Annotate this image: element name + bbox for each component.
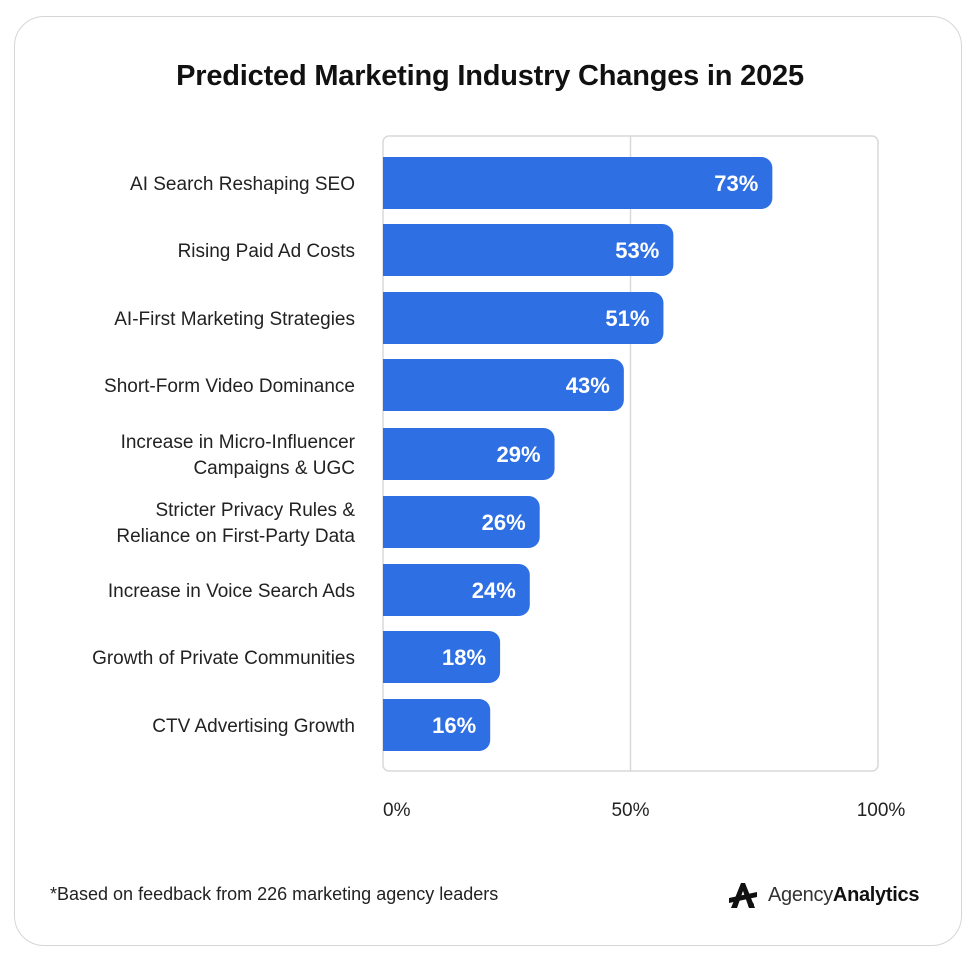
bar-value-label-6: 24% [472, 578, 516, 603]
brand: AgencyAnalytics [726, 878, 919, 912]
category-label-1: Rising Paid Ad Costs [178, 241, 355, 262]
bar-value-label-4: 29% [497, 442, 541, 467]
bar-4 [383, 428, 555, 480]
category-label-5: Stricter Privacy Rules & Reliance on Firs… [116, 500, 355, 547]
brand-name: AgencyAnalytics [768, 884, 919, 907]
bar-0 [383, 157, 773, 209]
category-label-7: Growth of Private Communities [92, 648, 355, 669]
bar-value-label-2: 51% [605, 306, 649, 331]
bar-7 [383, 631, 501, 683]
bar-8 [383, 699, 491, 751]
bar-value-label-3: 43% [566, 373, 610, 398]
category-label-6: Increase in Voice Search Ads [108, 581, 355, 602]
bar-2 [383, 292, 664, 344]
category-label-2: AI-First Marketing Strategies [114, 309, 355, 330]
category-label-0: AI Search Reshaping SEO [130, 174, 355, 195]
bar-6 [383, 564, 530, 616]
bar-1 [383, 224, 674, 276]
bar-5 [383, 496, 540, 548]
bar-value-label-0: 73% [714, 171, 758, 196]
bar-value-label-7: 18% [442, 645, 486, 670]
chart-title: Predicted Marketing Industry Changes in … [176, 60, 804, 92]
category-label-8: CTV Advertising Growth [152, 716, 355, 737]
agencyanalytics-logo-icon [729, 883, 757, 908]
bar-value-label-1: 53% [615, 238, 659, 263]
footnote: *Based on feedback from 226 marketing ag… [50, 884, 499, 904]
bar-3 [383, 359, 624, 411]
brand-name-light: Agency [768, 883, 833, 906]
category-label-4: Increase in Micro-Influencer Campaigns & … [121, 432, 356, 479]
bar-value-label-8: 16% [432, 713, 476, 738]
x-tick-label-2: 100% [857, 800, 906, 821]
x-tick-label-1: 50% [611, 800, 649, 821]
brand-name-bold: Analytics [832, 883, 920, 906]
category-label-3: Short-Form Video Dominance [104, 376, 355, 397]
bar-value-label-5: 26% [482, 510, 526, 535]
x-tick-label-0: 0% [383, 800, 411, 821]
